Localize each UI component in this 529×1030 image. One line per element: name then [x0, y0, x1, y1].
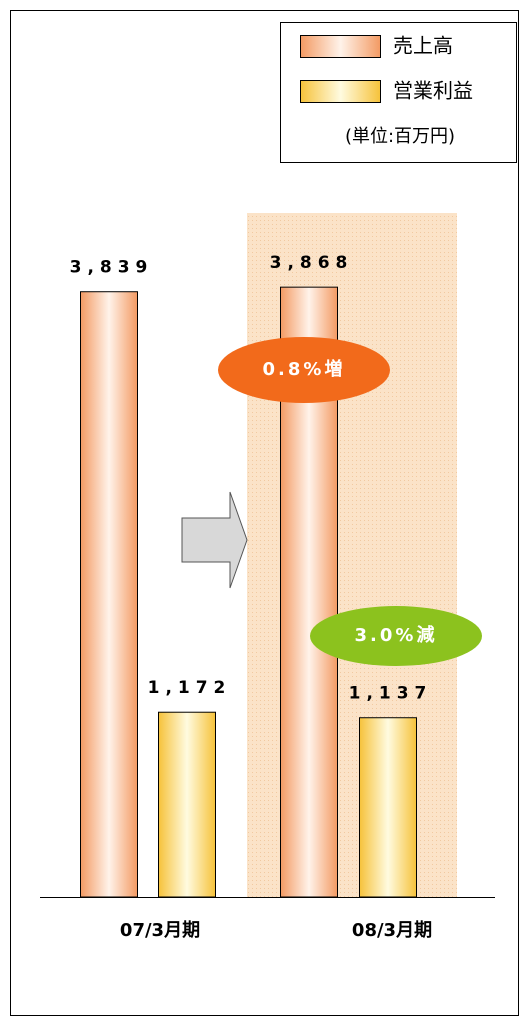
bar: [158, 711, 216, 898]
legend-swatch: [300, 35, 381, 58]
arrow: [181, 491, 248, 589]
value-label: 1,172: [148, 678, 232, 698]
x-tick-label: 08/3月期: [352, 920, 432, 941]
legend-label: 売上高: [393, 34, 453, 58]
value-label: 3,868: [270, 253, 354, 273]
x-tick-label: 07/3月期: [120, 920, 200, 941]
unit-note: (単位:百万円): [345, 126, 455, 147]
bar: [359, 717, 417, 898]
annotation: 3.0%減: [355, 624, 438, 646]
annotation-bubble: [218, 337, 390, 403]
highlight: [247, 213, 457, 897]
legend-swatch: [300, 80, 381, 103]
legend-label: 営業利益: [393, 79, 473, 103]
annotation: 0.8%増: [263, 358, 346, 380]
annotation-bubble: [310, 606, 482, 666]
value-label: 1,137: [349, 684, 433, 704]
value-label: 3,839: [70, 258, 154, 278]
bar: [80, 291, 138, 898]
frame: [10, 10, 519, 1016]
